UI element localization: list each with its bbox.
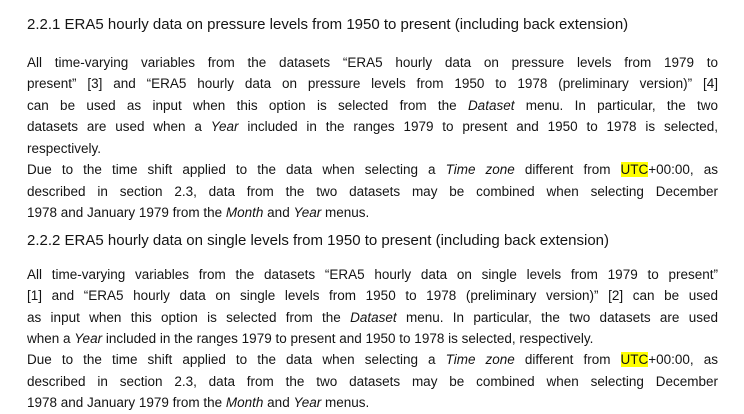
section-heading-2-2-2: 2.2.2 ERA5 hourly data on single levels … — [27, 231, 610, 249]
italic-term: Year — [293, 205, 322, 221]
section-body-2-2-1: All time-varying variables from the data… — [27, 52, 718, 224]
text-line: All time-varying variables from the data… — [27, 52, 718, 73]
text-run: 1978 and January 1979 from the — [27, 205, 226, 221]
text-run: can be used as input when this option is… — [27, 97, 468, 113]
text-line: as input when this option is selected fr… — [27, 307, 718, 328]
text-run: included in the ranges 1979 to present a… — [238, 119, 718, 135]
italic-term: Year — [293, 395, 322, 411]
text-run: Due to the time shift applied to the dat… — [27, 162, 446, 178]
highlighted-text: UTC — [620, 352, 649, 368]
text-run: included in the ranges 1979 to present a… — [102, 330, 594, 346]
italic-term: Time zone — [445, 162, 515, 178]
text-run: present” [3] and “ERA5 hourly data on pr… — [27, 76, 718, 92]
text-run: menu. In particular, the two datasets ar… — [396, 309, 718, 325]
highlighted-text: UTC — [620, 162, 649, 178]
text-run: menus. — [321, 205, 370, 221]
text-line: 1978 and January 1979 from the Month and… — [27, 392, 718, 413]
text-run: different from — [514, 162, 621, 178]
text-line: datasets are used when a Year included i… — [27, 116, 718, 137]
italic-term: Time zone — [445, 352, 515, 368]
italic-term: Month — [225, 395, 264, 411]
text-run: described in section 2.3, data from the … — [27, 373, 718, 389]
italic-term: Month — [225, 205, 264, 221]
text-line: 1978 and January 1979 from the Month and… — [27, 202, 718, 223]
text-run: and — [263, 395, 294, 411]
section-2-2-2: 2.2.2 ERA5 hourly data on single levels … — [27, 230, 718, 414]
text-run: described in section 2.3, data from the … — [27, 183, 718, 199]
text-run: [1] and “ERA5 hourly data on single leve… — [27, 288, 718, 304]
section-heading-2-2-1: 2.2.1 ERA5 hourly data on pressure level… — [27, 16, 629, 33]
italic-term: Year — [210, 119, 239, 135]
italic-term: Dataset — [467, 97, 515, 113]
text-line: respectively. — [27, 138, 718, 159]
text-run: All time-varying variables from the data… — [27, 55, 718, 70]
text-line: Due to the time shift applied to the dat… — [27, 349, 718, 370]
text-run: menu. In particular, the two — [514, 97, 718, 113]
text-line: present” [3] and “ERA5 hourly data on pr… — [27, 73, 718, 94]
text-line: described in section 2.3, data from the … — [27, 371, 718, 392]
text-run: and — [263, 205, 294, 221]
section-2-2-1: 2.2.1 ERA5 hourly data on pressure level… — [27, 14, 718, 224]
text-run: when a — [27, 330, 75, 346]
text-run: Due to the time shift applied to the dat… — [27, 352, 446, 368]
text-run: as input when this option is selected fr… — [27, 309, 351, 325]
text-run: menus. — [321, 395, 370, 411]
text-run: All time-varying variables from the data… — [27, 266, 718, 282]
text-run: 1978 and January 1979 from the — [27, 395, 226, 411]
text-run: datasets are used when a — [27, 119, 211, 135]
text-run: +00:00, as — [648, 352, 718, 368]
text-line: can be used as input when this option is… — [27, 95, 718, 116]
text-line: when a Year included in the ranges 1979 … — [27, 328, 718, 349]
text-run: respectively. — [27, 140, 102, 156]
text-run: different from — [514, 352, 621, 368]
text-run: +00:00, as — [648, 162, 718, 178]
section-body-2-2-2: All time-varying variables from the data… — [27, 264, 718, 414]
text-line: Due to the time shift applied to the dat… — [27, 159, 718, 180]
italic-term: Year — [74, 330, 103, 346]
italic-term: Dataset — [350, 309, 397, 325]
text-line: [1] and “ERA5 hourly data on single leve… — [27, 285, 718, 306]
text-line: described in section 2.3, data from the … — [27, 181, 718, 202]
text-line: All time-varying variables from the data… — [27, 264, 718, 285]
